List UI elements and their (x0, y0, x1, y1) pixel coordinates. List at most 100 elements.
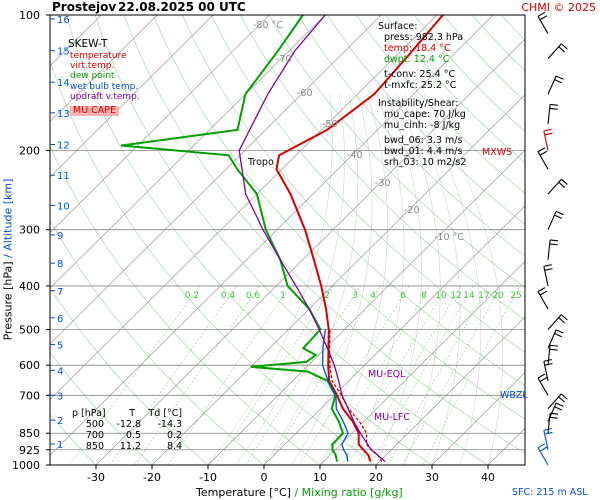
wind-barb (543, 266, 549, 287)
isotherm (50, 15, 326, 289)
series-line-temperature (275, 15, 444, 462)
srh-03-value: srh_03: 10 m2/s2 (384, 156, 467, 168)
wind-barb-flag (554, 214, 563, 219)
surface-panel: Surface: press: 982.3 hPa temp: 18.4 °C … (378, 21, 496, 169)
wind-barb-flag (558, 46, 566, 53)
dry-adiabat (210, 15, 525, 353)
mixing-ratio-label: 4 (370, 291, 376, 301)
dry-adiabat (326, 15, 525, 225)
wind-barb-flag (539, 15, 548, 21)
mixing-ratio-label: 2 (324, 291, 330, 301)
wind-barb (547, 75, 557, 95)
wind-barb-flag (554, 79, 563, 84)
legend: SKEW-T temperature virt.temp. dew point … (68, 38, 140, 117)
moist-adiabat (395, 94, 441, 465)
table-cell: 700 (85, 430, 104, 441)
wind-barb (547, 402, 557, 422)
table-cell: 0.5 (125, 430, 142, 441)
moist-adiabat (414, 94, 482, 465)
wind-barb-flag (561, 178, 568, 185)
wind-barb-flag (537, 373, 546, 379)
wind-barb-flag (558, 317, 566, 324)
mixing-ratio-label: 10 (435, 291, 447, 301)
mixing-ratio-line (322, 285, 431, 465)
mixing-ratio-label: 0.6 (246, 291, 261, 301)
isotherm (50, 15, 158, 122)
wind-barb-flag (549, 416, 558, 419)
altitude-tick-label: 8 (57, 259, 63, 270)
table-cell: 500 (85, 419, 104, 430)
table-cell: 8.4 (166, 441, 183, 452)
surface-temp: temp: 18.4 °C (384, 42, 451, 54)
dry-adiabat (50, 287, 209, 465)
wind-barb-flag (537, 443, 546, 449)
wind-barb-flag (539, 376, 548, 382)
temperature-tick-label: 0 (261, 471, 268, 484)
wind-barb (547, 178, 562, 195)
wind-barb-flag (558, 181, 566, 188)
isotherm-label: -70 (276, 54, 292, 65)
moist-adiabat (207, 94, 333, 465)
isotherm-label: -80 °C (253, 20, 283, 31)
x-axis-title: Temperature [°C] / Mixing ratio [g/kg] (196, 486, 403, 499)
wind-barb (537, 447, 549, 466)
table-cell: -12.8 (116, 419, 142, 430)
altitude-tick-label: 16 (57, 15, 70, 26)
wind-barb (547, 239, 551, 260)
isotherm (50, 15, 494, 456)
surface-dwpt: dwpt: 12.4 °C (384, 53, 450, 65)
mixing-ratio-label: 14 (463, 291, 475, 301)
wind-barb-flag (539, 290, 548, 296)
wind-barb (547, 345, 551, 366)
table-header-td: Td [°C] (148, 408, 183, 419)
temperature-tick-label: 40 (481, 471, 495, 484)
mixing-ratio-label: 0.4 (221, 291, 236, 301)
moist-adiabat (291, 94, 373, 465)
wind-barb-flag (549, 348, 558, 351)
mixing-ratio-line (68, 285, 201, 465)
wind-barb (543, 430, 549, 450)
dry-adiabat (442, 15, 525, 102)
mixing-ratio-line (341, 285, 448, 465)
wind-barb-flag (544, 431, 553, 435)
isotherm (50, 15, 382, 345)
plot-frame (49, 14, 526, 466)
credit-label[interactable]: CHMI © 2025 (521, 1, 596, 14)
wind-barb-flag (543, 427, 552, 431)
altitude-tick-label: 15 (57, 47, 70, 58)
station-title: Prostejov (52, 0, 117, 14)
wind-barb-flag (561, 314, 568, 321)
table-cell: 11.2 (119, 441, 142, 452)
datetime-title: 22.08.2025 00 UTC (118, 0, 246, 14)
wind-barb-flag (539, 446, 548, 452)
pressure-tick-label: 300 (19, 224, 40, 237)
wind-barb-flag (550, 344, 559, 347)
pressure-tick-label: 1000 (12, 459, 40, 472)
mixing-ratio-line (134, 285, 261, 465)
moist-adiabat (404, 94, 461, 465)
isotherm (50, 15, 438, 400)
sfc-label: SFC: 215 m ASL (512, 487, 588, 498)
table-cell: 0.2 (166, 430, 183, 441)
surface-title: Surface: (378, 21, 418, 32)
mixing-ratio-line (402, 285, 502, 465)
isotherm (50, 15, 270, 234)
wind-barb-flag (550, 239, 559, 242)
mixing-ratio-line (356, 285, 462, 465)
wind-barb-flag (544, 268, 553, 271)
isotherm (207, 149, 525, 465)
dry-adiabat (182, 15, 525, 386)
mixing-ratio-line (299, 285, 410, 465)
mixing-ratio-label: 3 (352, 291, 358, 301)
pressure-tick-label: 100 (19, 9, 40, 22)
wind-barbs (537, 11, 568, 466)
moist-adiabat (235, 94, 345, 465)
isotherm (95, 38, 525, 465)
altitude-tick-label: 14 (57, 78, 70, 89)
mixing-ratio-label: 20 (492, 291, 504, 301)
isotherm-label: -30 (375, 178, 391, 189)
mxws-label: MXWS (482, 147, 513, 158)
wind-barb-flag (543, 359, 552, 362)
wind-barb (537, 16, 549, 34)
temperature-tick-label: -10 (199, 471, 217, 484)
